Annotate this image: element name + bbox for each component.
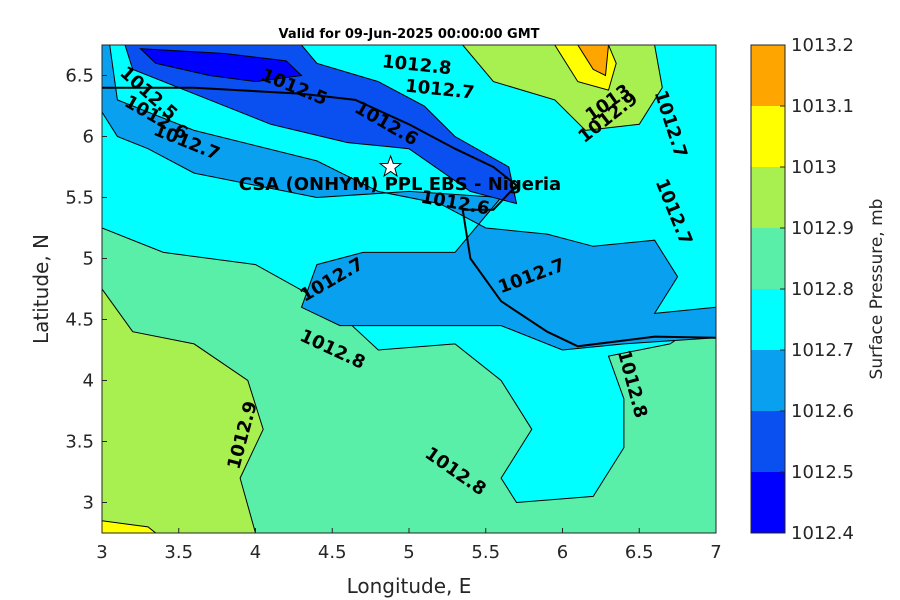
chart-title: Valid for 09-Jun-2025 00:00:00 GMT bbox=[279, 27, 540, 42]
x-tick-label: 6.5 bbox=[625, 542, 654, 563]
contour-region-1013.1 bbox=[577, 45, 610, 77]
colorbar-label: Surface Pressure, mb bbox=[867, 199, 887, 380]
colorbar-tick-label: 1012.4 bbox=[791, 523, 854, 544]
x-tick-label: 4 bbox=[250, 542, 261, 563]
y-axis-label: Latitude, N bbox=[29, 234, 53, 344]
colorbar-swatch bbox=[751, 106, 785, 167]
colorbar-swatch bbox=[751, 472, 785, 533]
contour-region-1012.5 bbox=[124, 45, 518, 205]
y-tick-label: 3.5 bbox=[65, 432, 94, 453]
colorbar-tick-label: 1012.6 bbox=[791, 401, 854, 422]
x-tick-label: 5 bbox=[403, 542, 414, 563]
x-axis-label: Longitude, E bbox=[347, 574, 472, 598]
site-label: CSA (ONHYM) PPL EBS - Nigeria bbox=[239, 174, 561, 195]
y-tick-label: 5.5 bbox=[65, 188, 94, 209]
contour-region-1012.9 bbox=[102, 288, 264, 533]
x-tick-label: 5.5 bbox=[471, 542, 500, 563]
colorbar-tick-label: 1012.8 bbox=[791, 279, 854, 300]
coastline bbox=[102, 86, 716, 348]
colorbar-swatch bbox=[751, 289, 785, 350]
y-tick-label: 5 bbox=[83, 249, 94, 270]
x-tick-label: 3.5 bbox=[164, 542, 193, 563]
x-tick-label: 4.5 bbox=[318, 542, 347, 563]
contour-region-1012.4 bbox=[139, 48, 303, 83]
contour-region-1012.6 bbox=[102, 45, 716, 351]
colorbar: 1012.4 1012.5 1012.6 1012.7 1012.8 1012.9 1013… bbox=[750, 35, 854, 544]
y-tick-label: 4.5 bbox=[65, 310, 94, 331]
colorbar-swatch bbox=[751, 228, 785, 289]
y-tick-label: 4 bbox=[83, 371, 94, 392]
colorbar-swatch bbox=[751, 167, 785, 228]
x-tick-label: 7 bbox=[710, 542, 721, 563]
colorbar-tick-label: 1012.7 bbox=[791, 340, 854, 361]
colorbar-tick-label: 1013 bbox=[791, 157, 837, 178]
plot-area: 1012.51012.61012.71012.51012.61012.81012… bbox=[102, 45, 716, 533]
y-tick-label: 3 bbox=[83, 493, 94, 514]
y-tick-label: 6.5 bbox=[65, 66, 94, 87]
site-star-icon bbox=[378, 154, 403, 178]
y-tick-label: 6 bbox=[83, 127, 94, 148]
x-tick-label: 3 bbox=[96, 542, 107, 563]
colorbar-tick-label: 1013.2 bbox=[791, 35, 854, 56]
colorbar-tick-label: 1013.1 bbox=[791, 96, 854, 117]
colorbar-swatch bbox=[751, 45, 785, 106]
x-tick-label: 6 bbox=[557, 542, 568, 563]
colorbar-tick-label: 1012.5 bbox=[791, 462, 854, 483]
colorbar-tick-label: 1012.9 bbox=[791, 218, 854, 239]
colorbar-swatch bbox=[751, 350, 785, 411]
y-axis-ticks: 3 3.5 4 4.5 5 5.5 6 6.5 bbox=[65, 66, 107, 514]
contour-region-1013-small bbox=[102, 520, 157, 533]
x-axis-ticks: 3 3.5 4 4.5 5 5.5 6 6.5 7 bbox=[96, 528, 722, 563]
colorbar-swatch bbox=[751, 411, 785, 472]
